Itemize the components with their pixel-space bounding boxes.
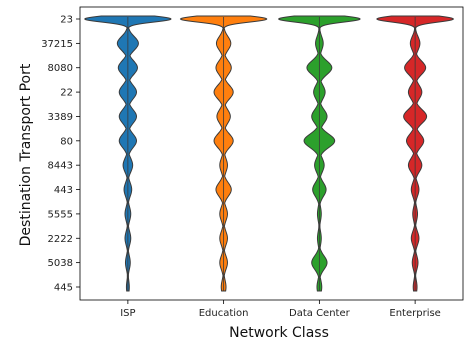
y-tick-label: 445 [54,283,73,294]
y-tick-label: 3389 [48,112,73,123]
x-tick-label: Enterprise [389,308,440,319]
y-axis-label: Destination Transport Port [18,63,34,246]
plot-frame [79,6,464,301]
x-tick-label: ISP [120,308,135,319]
y-tick-label: 8080 [48,63,73,74]
y-tick-label: 23 [60,15,73,26]
x-axis-ticks: ISP Education Data Center Enterprise [120,300,441,319]
y-tick-label: 5555 [48,209,73,220]
violins [84,15,455,292]
y-tick-label: 80 [60,136,73,147]
y-tick-label: 22 [60,88,73,99]
x-tick-label: Data Center [289,308,351,319]
y-tick-label: 2222 [48,234,73,245]
x-axis-label: Network Class [229,325,329,341]
y-axis-ticks: 23 37215 8080 22 3389 80 8443 443 5555 2222 5038 44… [41,15,80,294]
y-tick-label: 5038 [48,258,73,269]
y-tick-label: 8443 [48,161,73,172]
y-tick-label: 37215 [41,39,73,50]
x-tick-label: Education [199,308,249,319]
plot-border [79,6,464,301]
y-tick-label: 443 [54,185,73,196]
